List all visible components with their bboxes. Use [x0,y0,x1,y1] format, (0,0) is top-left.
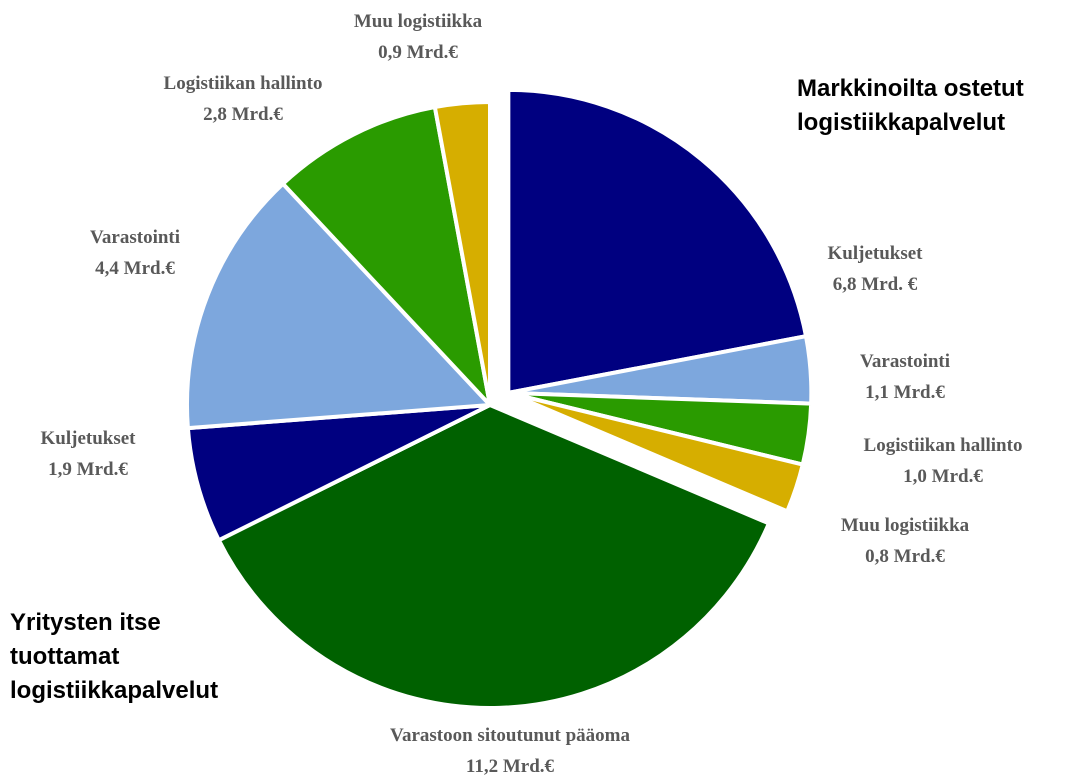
category-label: Kuljetukset [40,428,136,449]
slice-label: Kuljetukset 1,9 Mrd.€ [41,423,136,485]
pie-slice [432,100,492,407]
pie-slice [506,87,809,395]
category-label: Logistiikan hallinto [163,73,323,94]
slice-label: Muu logistiikka 0,9 Mrd.€ [354,6,482,68]
pie-slice [506,390,805,514]
annotation: Yritysten itse tuottamat logistiikkapalv… [10,609,219,704]
category-label: Muu logistiikka [840,515,970,536]
category-label: Varastoon sitoutunut pääoma [389,725,630,746]
value-label: 2,8 Mrd.€ [203,104,283,125]
value-label: 0,9 Mrd.€ [378,42,458,63]
pie-slice [280,105,492,407]
value-label: 0,8 Mrd.€ [865,546,945,567]
value-label: 6,8 Mrd. € [832,274,918,295]
slice-label: Varastointi 4,4 Mrd.€ [90,222,180,284]
value-label: 1,0 Mrd.€ [903,466,983,487]
slice-label: Kuljetukset 6,8 Mrd. € [828,238,923,300]
slice-label: Varastointi 1,1 Mrd.€ [860,346,950,408]
annotation: Markkinoilta ostetut logistiikkapalvelut [797,75,1024,136]
category-label: Logistiikan hallinto [863,435,1023,456]
category-label: Varastointi [89,227,181,248]
slice-label: Logistiikan hallinto 1,0 Mrd.€ [864,430,1023,492]
category-label: Varastointi [859,351,951,372]
value-label: 1,1 Mrd.€ [865,382,945,403]
slice-label: Muu logistiikka 0,8 Mrd.€ [841,510,969,572]
pie-slice [216,403,771,710]
slice-label: Varastoon sitoutunut pääoma 11,2 Mrd.€ [385,720,635,782]
value-label: 11,2 Mrd.€ [465,756,555,777]
pie-slice [185,403,492,543]
category-label: Muu logistiikka [353,11,483,32]
slice-label: Logistiikan hallinto 2,8 Mrd.€ [164,68,323,130]
category-label: Kuljetukset [827,243,923,264]
value-label: 1,9 Mrd.€ [48,459,128,480]
pie-slice [185,181,492,431]
value-label: 4,4 Mrd.€ [95,258,175,279]
